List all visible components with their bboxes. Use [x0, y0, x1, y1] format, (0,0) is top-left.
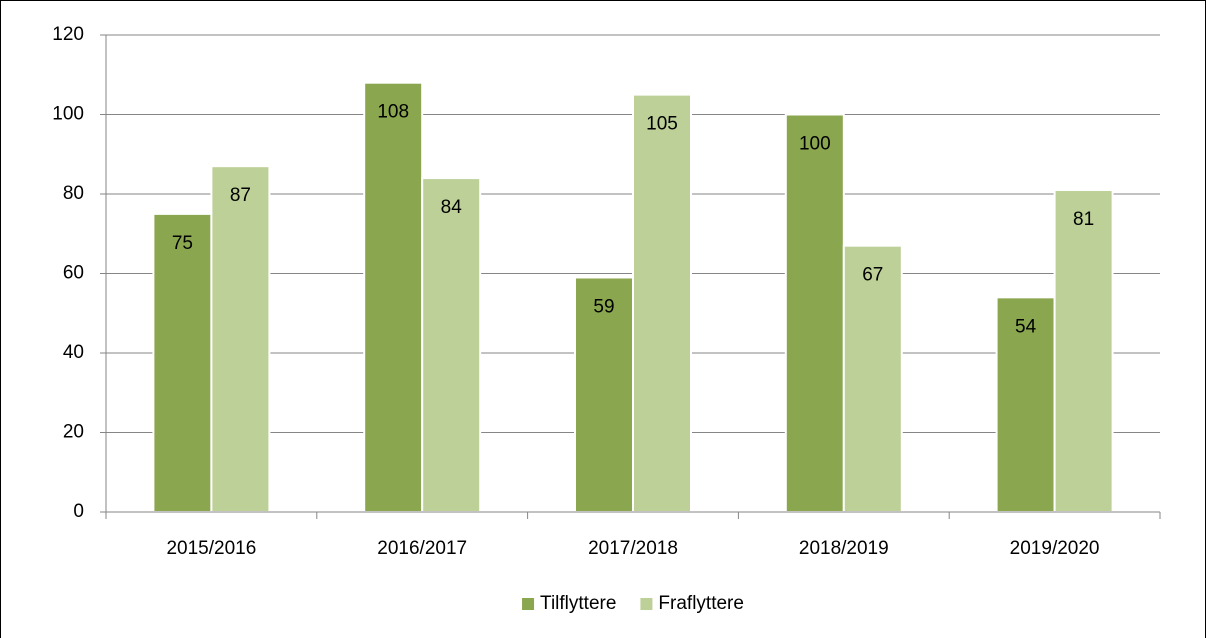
legend-swatch: [522, 598, 535, 610]
data-label: 87: [230, 185, 251, 206]
legend-swatch: [640, 598, 653, 610]
legend-label: Fraflyttere: [658, 593, 744, 614]
y-tick-label: 60: [63, 263, 84, 284]
bar: [210, 165, 271, 514]
bar: [152, 212, 213, 513]
y-tick-label: 100: [52, 104, 84, 125]
data-label: 81: [1073, 209, 1094, 230]
x-tick-label: 2018/2019: [799, 538, 889, 559]
bar: [995, 296, 1056, 513]
data-label: 54: [1015, 316, 1037, 337]
y-tick-label: 80: [63, 183, 84, 204]
data-label: 75: [172, 233, 193, 254]
data-label: 105: [646, 114, 678, 135]
x-tick-label: 2015/2016: [166, 538, 256, 559]
y-tick-label: 40: [63, 342, 84, 363]
bar: [632, 93, 692, 513]
data-label: 59: [593, 296, 614, 317]
bar: [363, 81, 424, 513]
y-tick-label: 120: [52, 24, 84, 45]
bar: [784, 113, 845, 513]
data-label: 108: [377, 102, 409, 123]
bar: [1053, 189, 1114, 513]
data-label: 67: [862, 265, 883, 286]
bar: [421, 177, 482, 513]
x-tick-label: 2016/2017: [377, 538, 467, 559]
x-tick-label: 2017/2018: [588, 538, 678, 559]
data-label: 84: [441, 197, 463, 218]
y-tick-label: 0: [73, 501, 84, 522]
x-tick-label: 2019/2020: [1010, 538, 1100, 559]
legend-label: Tilflyttere: [540, 593, 616, 614]
data-label: 100: [799, 134, 831, 155]
y-tick-label: 20: [63, 422, 84, 443]
